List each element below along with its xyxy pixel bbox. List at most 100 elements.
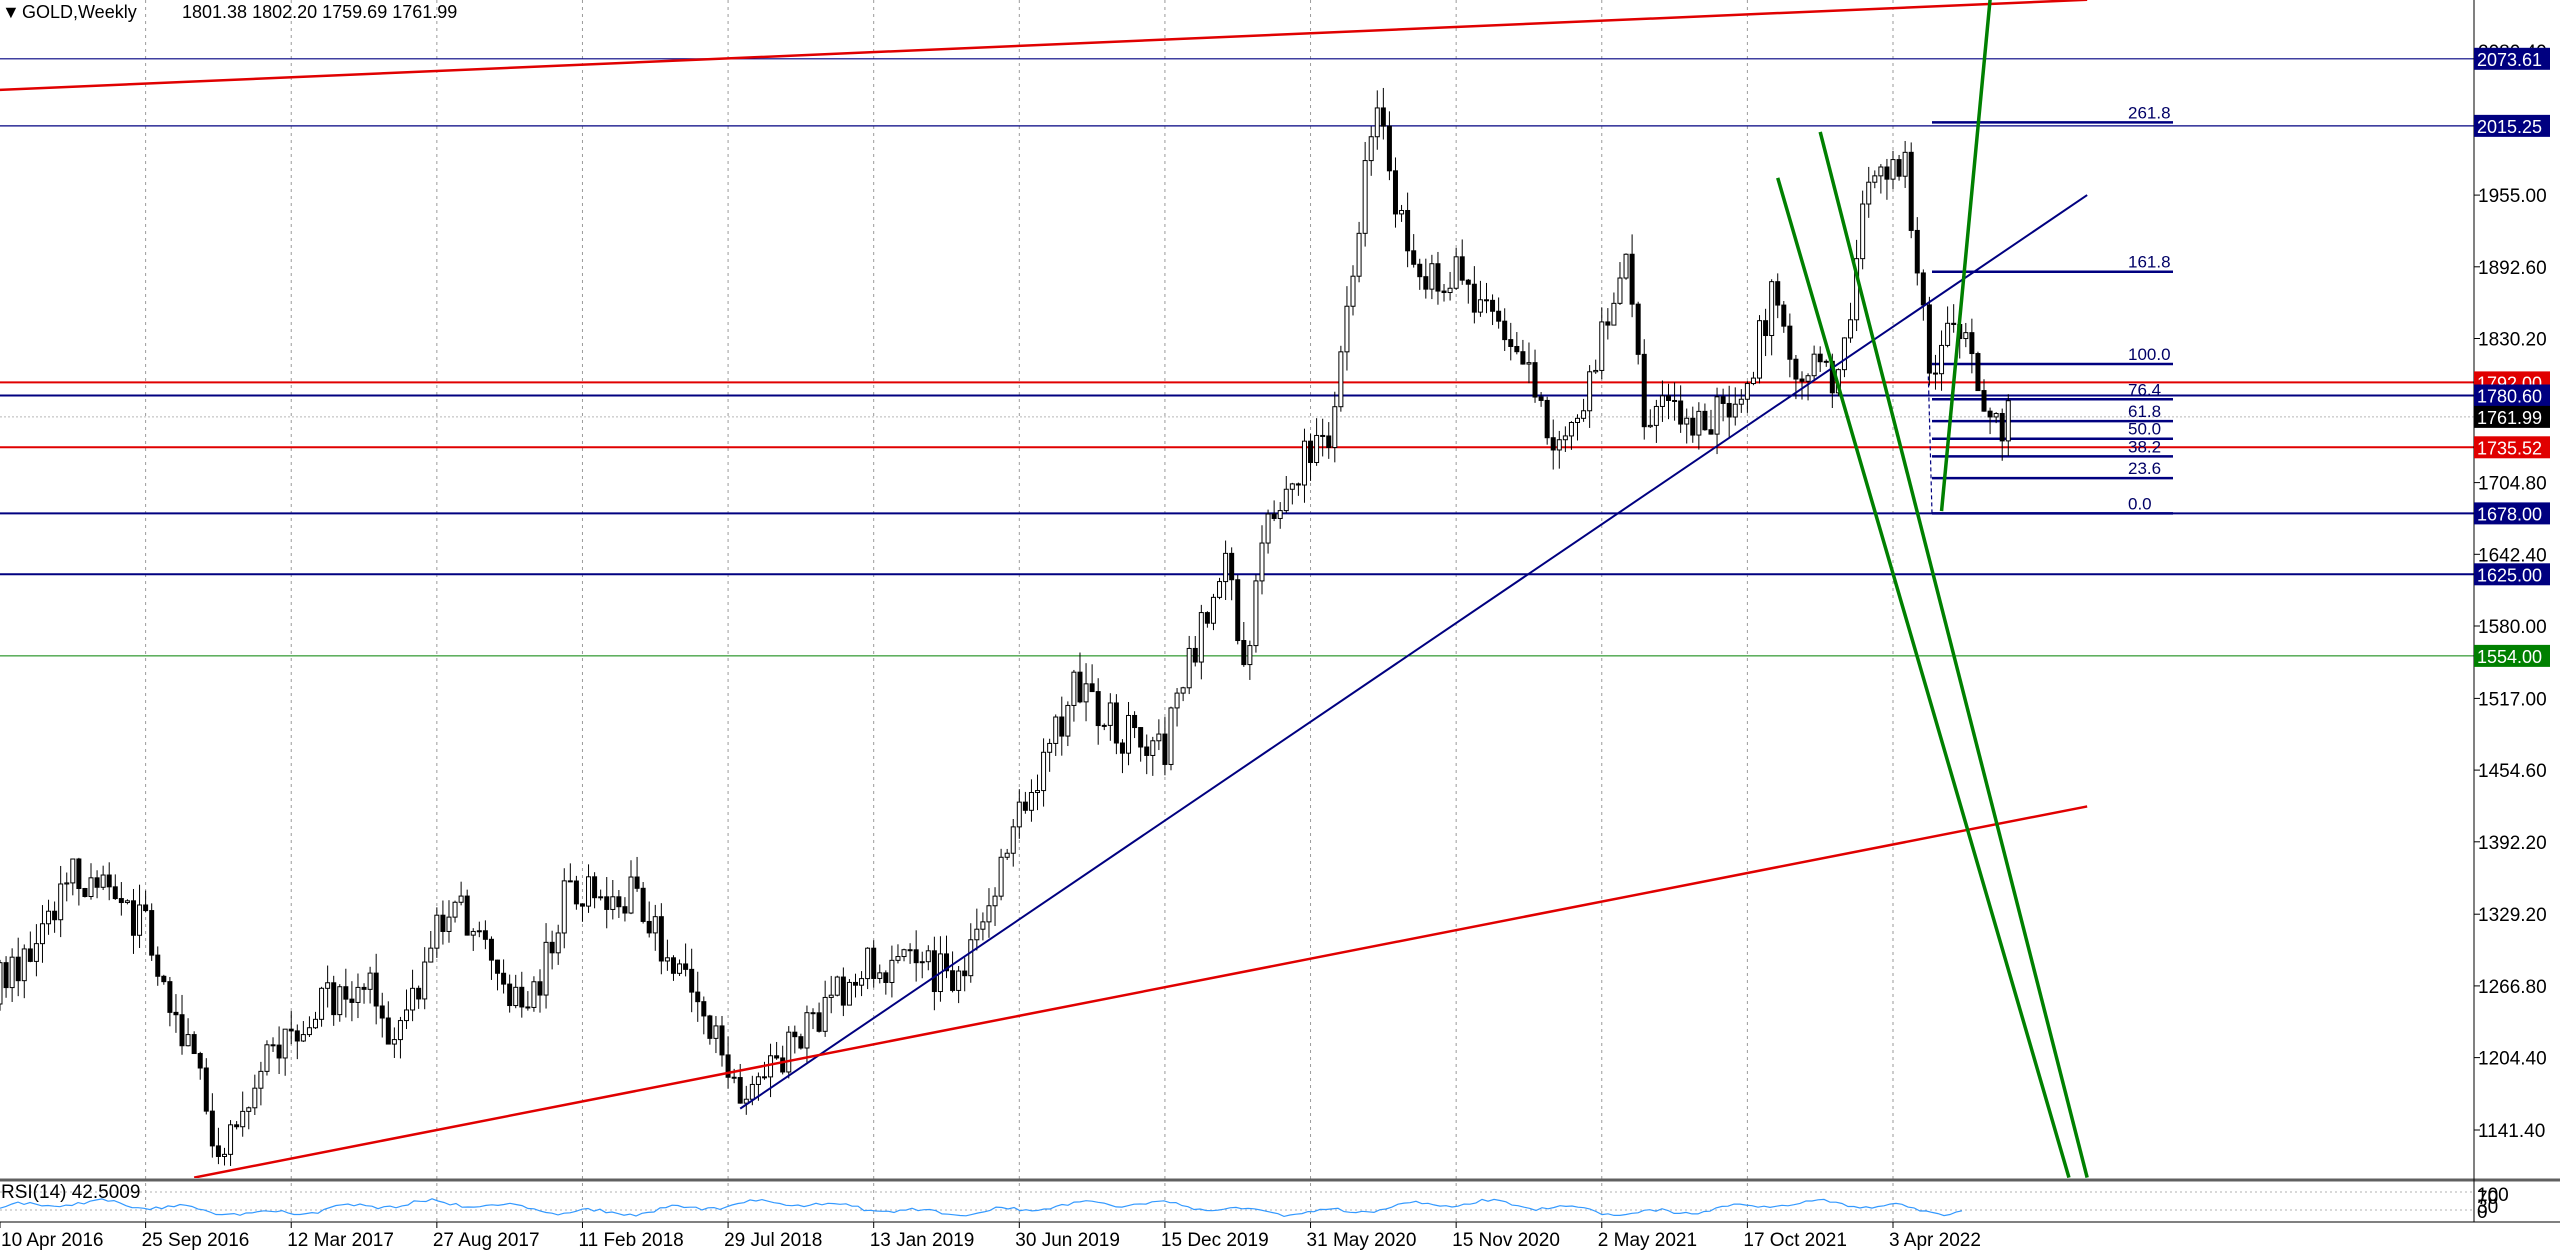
candle <box>58 865 64 938</box>
candle <box>804 1005 810 1065</box>
candle <box>112 874 118 900</box>
candle <box>428 930 434 963</box>
horizontal-levels <box>0 58 2474 657</box>
candle <box>1744 381 1750 413</box>
candle <box>1690 406 1696 443</box>
candle <box>1447 271 1453 301</box>
candle <box>1441 284 1447 302</box>
candle <box>70 858 76 896</box>
candle <box>1332 391 1338 463</box>
fib-level-label: 61.8 <box>2128 402 2161 421</box>
svg-text:2015.25: 2015.25 <box>2477 117 2542 137</box>
candle <box>319 986 325 1027</box>
candle <box>161 974 167 985</box>
candle <box>1508 322 1514 361</box>
candle <box>646 901 652 938</box>
candle <box>1926 296 1932 386</box>
candle <box>343 968 349 1018</box>
candle <box>1556 430 1562 469</box>
svg-text:2073.61: 2073.61 <box>2477 50 2542 70</box>
candle <box>1581 398 1587 422</box>
candle <box>1035 774 1041 811</box>
candle <box>871 940 877 988</box>
candle <box>349 981 355 1022</box>
candle <box>701 996 707 1035</box>
candle <box>913 930 919 982</box>
candle <box>1308 433 1314 481</box>
candle <box>264 1040 270 1076</box>
candlesticks <box>0 87 2011 1166</box>
time-axis: 10 Apr 2016 25 Sep 2016 12 Mar 2017 27 Aug … <box>0 1222 1981 1251</box>
candle <box>531 976 537 1012</box>
candle <box>1848 302 1854 343</box>
candle <box>234 1121 240 1130</box>
fib-level-label: 261.8 <box>2128 103 2171 122</box>
candle <box>306 1016 312 1038</box>
candle <box>149 903 155 961</box>
candle <box>883 970 889 995</box>
candle <box>1465 278 1471 304</box>
candle <box>1987 407 1993 435</box>
candle <box>458 881 464 906</box>
candle <box>543 923 549 1009</box>
candle <box>616 890 622 918</box>
candle <box>652 904 658 951</box>
candle <box>185 1018 191 1047</box>
candle <box>1247 640 1253 680</box>
candle <box>1314 418 1320 466</box>
candle <box>1320 418 1326 457</box>
candle <box>1617 262 1623 305</box>
y-tick-label: 1266.80 <box>2478 977 2547 998</box>
candle <box>1435 251 1441 305</box>
y-tick-label: 1892.60 <box>2478 258 2547 279</box>
candle <box>173 994 179 1033</box>
candle <box>52 901 58 933</box>
candle <box>907 943 913 964</box>
candle <box>1059 696 1065 756</box>
candle <box>1113 694 1119 755</box>
candle <box>658 903 664 975</box>
candle <box>2005 394 2011 456</box>
candle <box>1823 359 1829 367</box>
rsi-axis-label: 0 <box>2477 1202 2488 1223</box>
candle <box>1138 727 1144 762</box>
candle <box>579 903 585 922</box>
candle <box>434 907 440 958</box>
candle <box>743 1085 749 1115</box>
candle <box>877 964 883 984</box>
y-tick-label: 1830.20 <box>2478 330 2547 351</box>
candle <box>470 928 476 951</box>
candle <box>1526 342 1532 384</box>
candle <box>294 1024 300 1060</box>
candle <box>555 924 561 965</box>
candle <box>1217 577 1223 600</box>
candle <box>495 959 501 991</box>
candle <box>1453 247 1459 290</box>
candle <box>1605 308 1611 340</box>
candle <box>707 1014 713 1045</box>
candle <box>1714 387 1720 455</box>
candle <box>367 966 373 1004</box>
candle <box>962 957 968 992</box>
candle <box>1781 301 1787 333</box>
candle <box>1890 150 1896 189</box>
candle <box>1471 266 1477 324</box>
candle <box>1259 525 1265 595</box>
candle <box>1301 428 1307 503</box>
candle <box>1459 239 1465 285</box>
candle <box>670 955 676 981</box>
candle <box>1235 574 1241 645</box>
y-tick-label: 1329.20 <box>2478 905 2547 926</box>
fibonacci-retracement: 261.8 161.8 100.0 76.4 61.850.038.2 23.6 0.0 <box>1927 103 2173 515</box>
candle <box>137 884 143 948</box>
trendline <box>1776 177 2071 1178</box>
price-tag: 1735.52 <box>2474 436 2550 459</box>
price-tag: 1780.60 <box>2474 384 2550 407</box>
rsi-axis-label: 70 <box>2477 1188 2498 1209</box>
candle <box>1277 502 1283 529</box>
header-caret[interactable]: ▼ <box>2 2 20 22</box>
candle <box>288 1011 294 1045</box>
candle <box>155 946 161 986</box>
candle <box>846 979 852 1006</box>
